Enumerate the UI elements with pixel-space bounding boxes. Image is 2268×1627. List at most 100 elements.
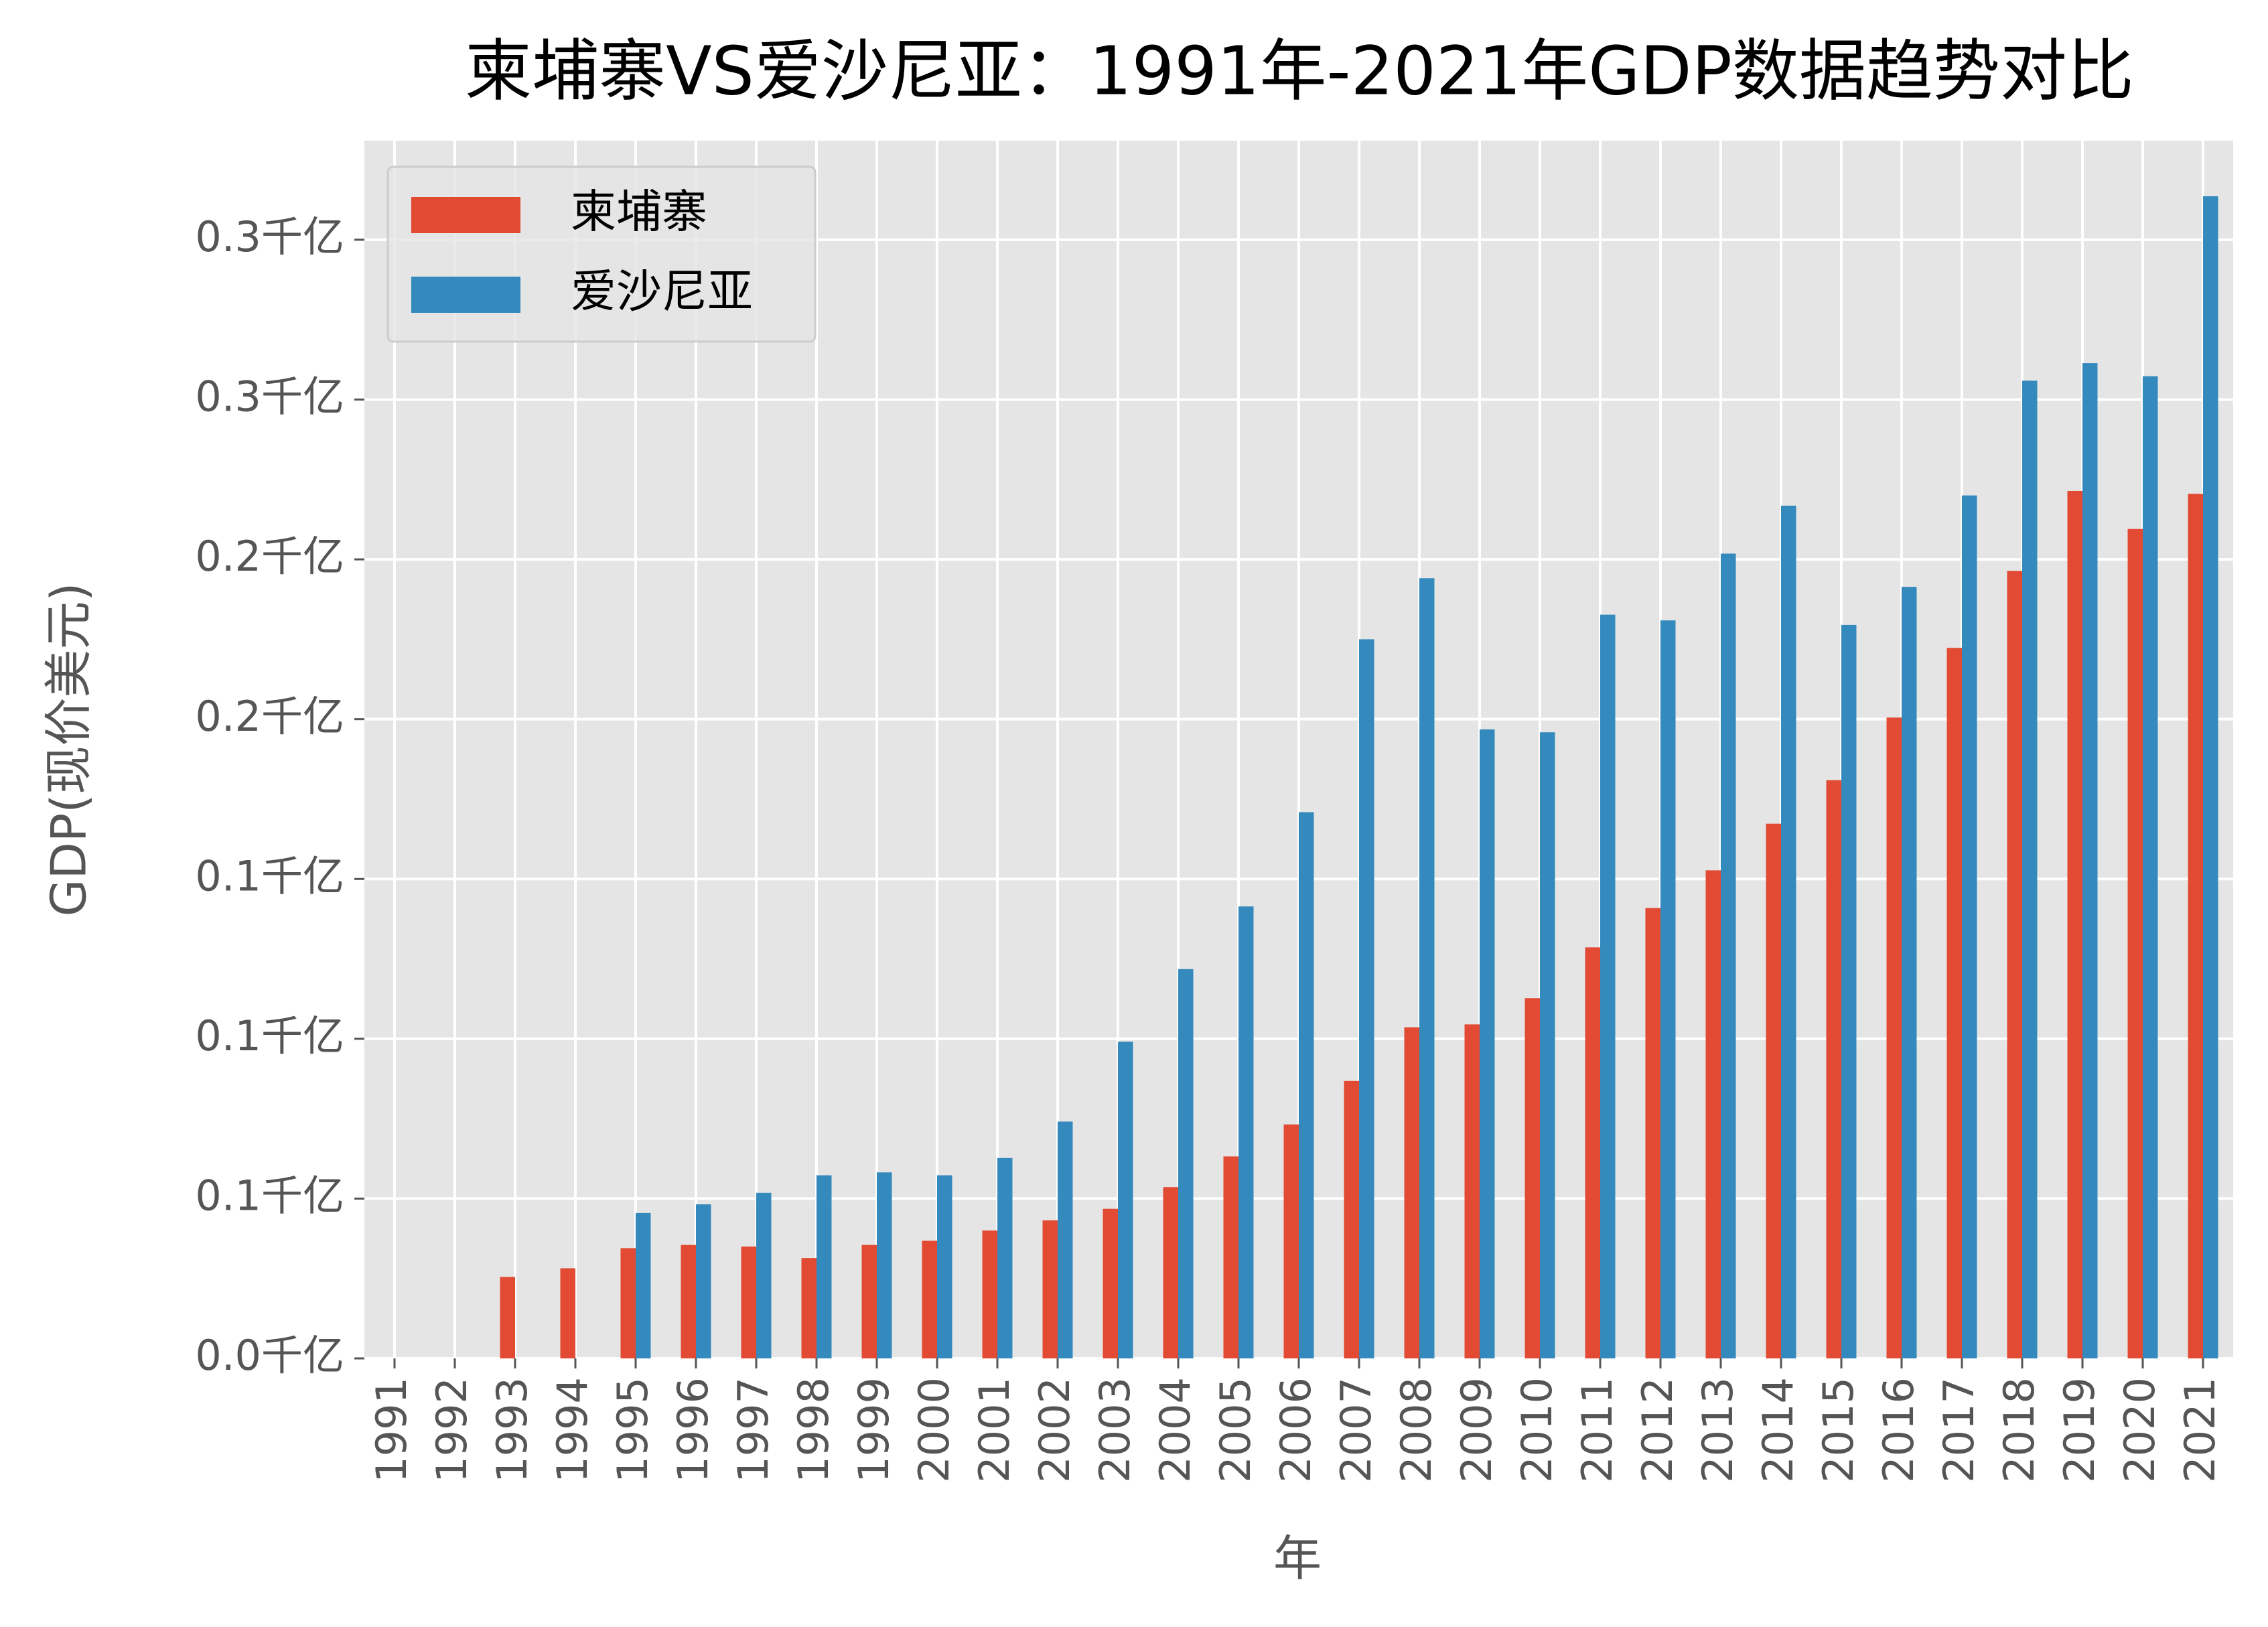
- y-axis-label: GDP(现价美元): [41, 583, 97, 917]
- bar: [681, 1245, 696, 1358]
- bar: [1781, 505, 1796, 1358]
- x-tick-label: 1998: [789, 1377, 838, 1483]
- bar: [560, 1268, 575, 1358]
- x-tick-label: 2001: [970, 1377, 1019, 1483]
- bar: [1540, 732, 1555, 1358]
- x-tick-label: 2017: [1934, 1377, 1983, 1483]
- x-tick-label: 2020: [2115, 1377, 2164, 1483]
- bar: [1841, 624, 1857, 1358]
- bar: [1223, 1156, 1238, 1358]
- bar: [2067, 490, 2082, 1359]
- bar: [1464, 1024, 1480, 1358]
- bar: [1600, 614, 1616, 1358]
- bar: [620, 1248, 636, 1358]
- bar: [1721, 553, 1736, 1359]
- x-axis-label: 年: [1273, 1531, 1322, 1587]
- x-tick-label: 2016: [1874, 1377, 1923, 1483]
- bar: [1404, 1027, 1419, 1358]
- x-tick-label: 2000: [910, 1377, 959, 1483]
- x-tick-label: 2005: [1211, 1377, 1260, 1483]
- bar: [1103, 1208, 1118, 1358]
- bar: [1645, 908, 1660, 1358]
- bar: [1178, 969, 1194, 1358]
- bar: [937, 1175, 952, 1358]
- bar: [1525, 998, 1540, 1358]
- y-tick-label: 0.1千亿: [195, 851, 344, 900]
- bar: [1660, 620, 1676, 1358]
- x-tick-label: 2015: [1814, 1377, 1863, 1483]
- legend-label: 柬埔寨: [571, 186, 707, 239]
- bar: [801, 1258, 817, 1358]
- y-tick-label: 0.2千亿: [195, 692, 344, 741]
- bar: [756, 1192, 772, 1358]
- bar: [1058, 1121, 1073, 1358]
- bar: [1359, 639, 1374, 1358]
- x-tick-label: 2004: [1151, 1377, 1200, 1483]
- bar: [2143, 376, 2158, 1358]
- bar: [1480, 729, 1495, 1358]
- x-tick-label: 1997: [729, 1377, 778, 1483]
- legend-label: 爱沙尼亚: [571, 266, 753, 319]
- x-tick-label: 2012: [1633, 1377, 1682, 1483]
- legend-swatch: [411, 197, 520, 233]
- bar: [1766, 823, 1781, 1358]
- bar: [1118, 1042, 1133, 1358]
- bar: [1299, 812, 1314, 1358]
- bar: [1344, 1080, 1359, 1358]
- chart-title: 柬埔寨VS爱沙尼亚：1991年-2021年GDP数据趋势对比: [465, 31, 2134, 110]
- x-tick-label: 1993: [488, 1377, 537, 1483]
- x-tick-label: 1995: [608, 1377, 657, 1483]
- x-tick-label: 2014: [1754, 1377, 1802, 1483]
- x-tick-label: 2011: [1573, 1377, 1622, 1483]
- x-tick-label: 2018: [1995, 1377, 2044, 1483]
- x-tick-label: 1991: [367, 1377, 416, 1483]
- bar: [2127, 528, 2143, 1359]
- x-tick-label: 2019: [2055, 1377, 2104, 1483]
- x-tick-label: 1996: [668, 1377, 717, 1483]
- bar: [2022, 380, 2038, 1358]
- x-tick-label: 2021: [2176, 1377, 2224, 1483]
- bar: [741, 1246, 756, 1358]
- bar: [2203, 196, 2218, 1359]
- bar: [1705, 870, 1721, 1358]
- x-tick-label: 2009: [1452, 1377, 1501, 1483]
- bar: [1886, 717, 1902, 1358]
- x-tick-label: 2013: [1693, 1377, 1742, 1483]
- bar: [1902, 587, 1917, 1359]
- y-tick-label: 0.1千亿: [195, 1011, 344, 1060]
- y-tick-label: 0.0千亿: [195, 1331, 344, 1380]
- y-tick-label: 0.2千亿: [195, 532, 344, 581]
- bar: [877, 1172, 892, 1358]
- x-tick-label: 2010: [1512, 1377, 1561, 1483]
- bar: [982, 1230, 997, 1358]
- bar: [997, 1157, 1013, 1358]
- bar: [2082, 363, 2098, 1358]
- bar: [1163, 1187, 1178, 1358]
- bar: [1946, 648, 1962, 1358]
- bar: [1826, 780, 1841, 1358]
- bar: [1585, 947, 1600, 1358]
- x-tick-label: 1992: [427, 1377, 476, 1483]
- bar: [1042, 1220, 1058, 1358]
- bar: [500, 1277, 515, 1358]
- bar: [1962, 495, 1977, 1358]
- x-tick-label: 2006: [1271, 1377, 1320, 1483]
- bar: [1283, 1124, 1299, 1358]
- bar: [636, 1212, 651, 1358]
- x-tick-label: 1994: [548, 1377, 597, 1483]
- y-tick-label: 0.1千亿: [195, 1172, 344, 1220]
- bar: [922, 1241, 937, 1358]
- x-tick-label: 2008: [1392, 1377, 1441, 1483]
- bar: [2007, 571, 2022, 1358]
- bar: [861, 1245, 877, 1358]
- x-tick-label: 2002: [1030, 1377, 1079, 1483]
- bar: [2188, 494, 2203, 1358]
- x-tick-label: 2007: [1332, 1377, 1380, 1483]
- y-tick-label: 0.3千亿: [195, 372, 344, 421]
- y-tick-label: 0.3千亿: [195, 212, 344, 261]
- bar: [1419, 578, 1435, 1358]
- bar: [1238, 906, 1254, 1358]
- bar: [817, 1175, 832, 1358]
